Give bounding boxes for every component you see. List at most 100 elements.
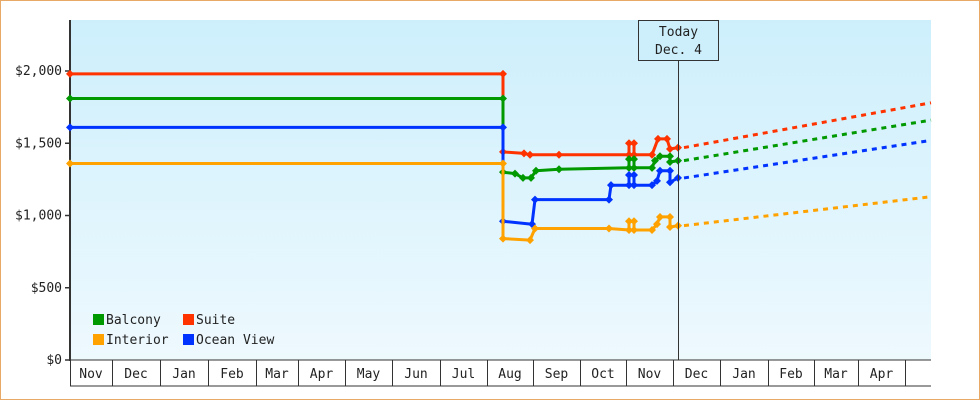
data-point-marker <box>531 224 539 233</box>
data-point-marker <box>630 171 638 180</box>
data-point-marker <box>625 163 633 172</box>
x-tick-label: Dec <box>124 367 147 382</box>
y-tick-label: $1,000 <box>15 209 62 224</box>
data-point-marker <box>511 169 519 178</box>
series-lines <box>66 69 932 245</box>
data-point-marker <box>499 159 507 168</box>
data-point-marker <box>625 139 633 148</box>
legend-swatch <box>183 334 194 345</box>
legend-label: Balcony <box>106 313 161 328</box>
data-point-marker <box>630 217 638 226</box>
forecast-line <box>683 195 932 228</box>
x-tick-label: Nov <box>79 367 103 382</box>
x-tick-label: Dec <box>685 367 708 382</box>
data-point-marker <box>605 195 613 204</box>
data-point-marker <box>656 152 664 161</box>
data-point-marker <box>520 149 528 158</box>
x-tick-label: May <box>357 367 381 382</box>
legend-swatch <box>93 314 104 325</box>
forecast-line <box>683 101 932 150</box>
series-suite <box>66 69 932 159</box>
data-point-marker <box>555 165 563 174</box>
legend-label: Interior <box>106 333 169 348</box>
data-point-marker <box>526 236 534 245</box>
data-point-marker <box>531 195 539 204</box>
data-point-marker <box>630 225 638 234</box>
x-tick-label: Feb <box>779 367 803 382</box>
data-point-marker <box>527 173 535 182</box>
x-axis: Nov Dec Jan Feb Mar Apr May Jun Jul Aug Sep Oct Nov D… <box>70 359 931 387</box>
today-date: Dec. 4 <box>655 43 702 58</box>
x-tick-label: Apr <box>310 367 334 382</box>
data-point-marker <box>499 123 507 132</box>
data-point-marker <box>666 178 674 187</box>
data-point-marker <box>532 166 540 175</box>
data-point-marker <box>630 150 638 159</box>
x-tick-label: Feb <box>220 367 244 382</box>
data-point-marker <box>625 181 633 190</box>
data-point-marker <box>630 155 638 164</box>
legend: Balcony Suite Interior Ocean View <box>93 313 274 348</box>
data-point-marker <box>625 155 633 164</box>
data-point-marker <box>607 181 615 190</box>
data-point-marker <box>666 223 674 232</box>
data-point-marker <box>654 134 662 143</box>
data-point-marker <box>630 163 638 172</box>
x-tick-label: Jul <box>452 367 475 382</box>
data-point-marker <box>656 212 664 221</box>
data-point-marker <box>653 176 661 185</box>
data-point-marker <box>499 234 507 243</box>
data-point-marker <box>663 134 671 143</box>
forecast-line <box>683 138 932 180</box>
data-point-marker <box>625 225 633 234</box>
y-tick-label: $500 <box>31 281 62 296</box>
legend-swatch <box>93 334 104 345</box>
x-tick-label: Jun <box>404 367 427 382</box>
data-point-marker <box>66 123 74 132</box>
data-point-marker <box>625 171 633 180</box>
data-point-marker <box>656 166 664 175</box>
legend-label: Suite <box>196 313 235 328</box>
x-tick-label: Oct <box>591 367 614 382</box>
data-point-marker <box>648 150 656 159</box>
x-tick-label: Sep <box>545 367 569 382</box>
y-tick-label: $0 <box>46 353 62 368</box>
data-point-marker <box>666 152 674 161</box>
x-tick-label: Jan <box>732 367 755 382</box>
data-point-marker <box>648 163 656 172</box>
series-ocean-view <box>66 123 932 229</box>
data-point-marker <box>526 150 534 159</box>
data-point-marker <box>653 220 661 229</box>
y-axis: $0 $500 $1,000 $1,500 $2,000 <box>15 20 71 368</box>
x-tick-label: Aug <box>498 367 521 382</box>
y-tick-label: $2,000 <box>15 64 62 79</box>
data-point-marker <box>666 212 674 221</box>
data-point-marker <box>555 150 563 159</box>
x-tick-label: Mar <box>824 367 848 382</box>
x-tick-label: Nov <box>638 367 662 382</box>
data-point-marker <box>666 145 674 154</box>
data-point-marker <box>648 225 656 234</box>
data-point-marker <box>66 94 74 103</box>
legend-swatch <box>183 314 194 325</box>
forecast-line <box>683 118 932 163</box>
data-point-marker <box>666 166 674 175</box>
data-point-marker <box>66 159 74 168</box>
data-point-marker <box>666 158 674 167</box>
plot-area <box>70 20 931 360</box>
legend-label: Ocean View <box>196 333 274 348</box>
data-point-marker <box>605 224 613 233</box>
data-point-marker <box>625 150 633 159</box>
x-tick-label: Jan <box>172 367 195 382</box>
x-tick-label: Apr <box>870 367 894 382</box>
data-point-marker <box>651 156 659 165</box>
data-point-marker <box>630 181 638 190</box>
data-point-marker <box>648 181 656 190</box>
x-tick-label: Mar <box>265 367 289 382</box>
data-point-marker <box>499 94 507 103</box>
today-marker: Today Dec. 4 <box>638 20 719 360</box>
data-point-marker <box>519 173 527 182</box>
today-label: Today <box>659 25 698 40</box>
y-tick-label: $1,500 <box>15 136 62 151</box>
